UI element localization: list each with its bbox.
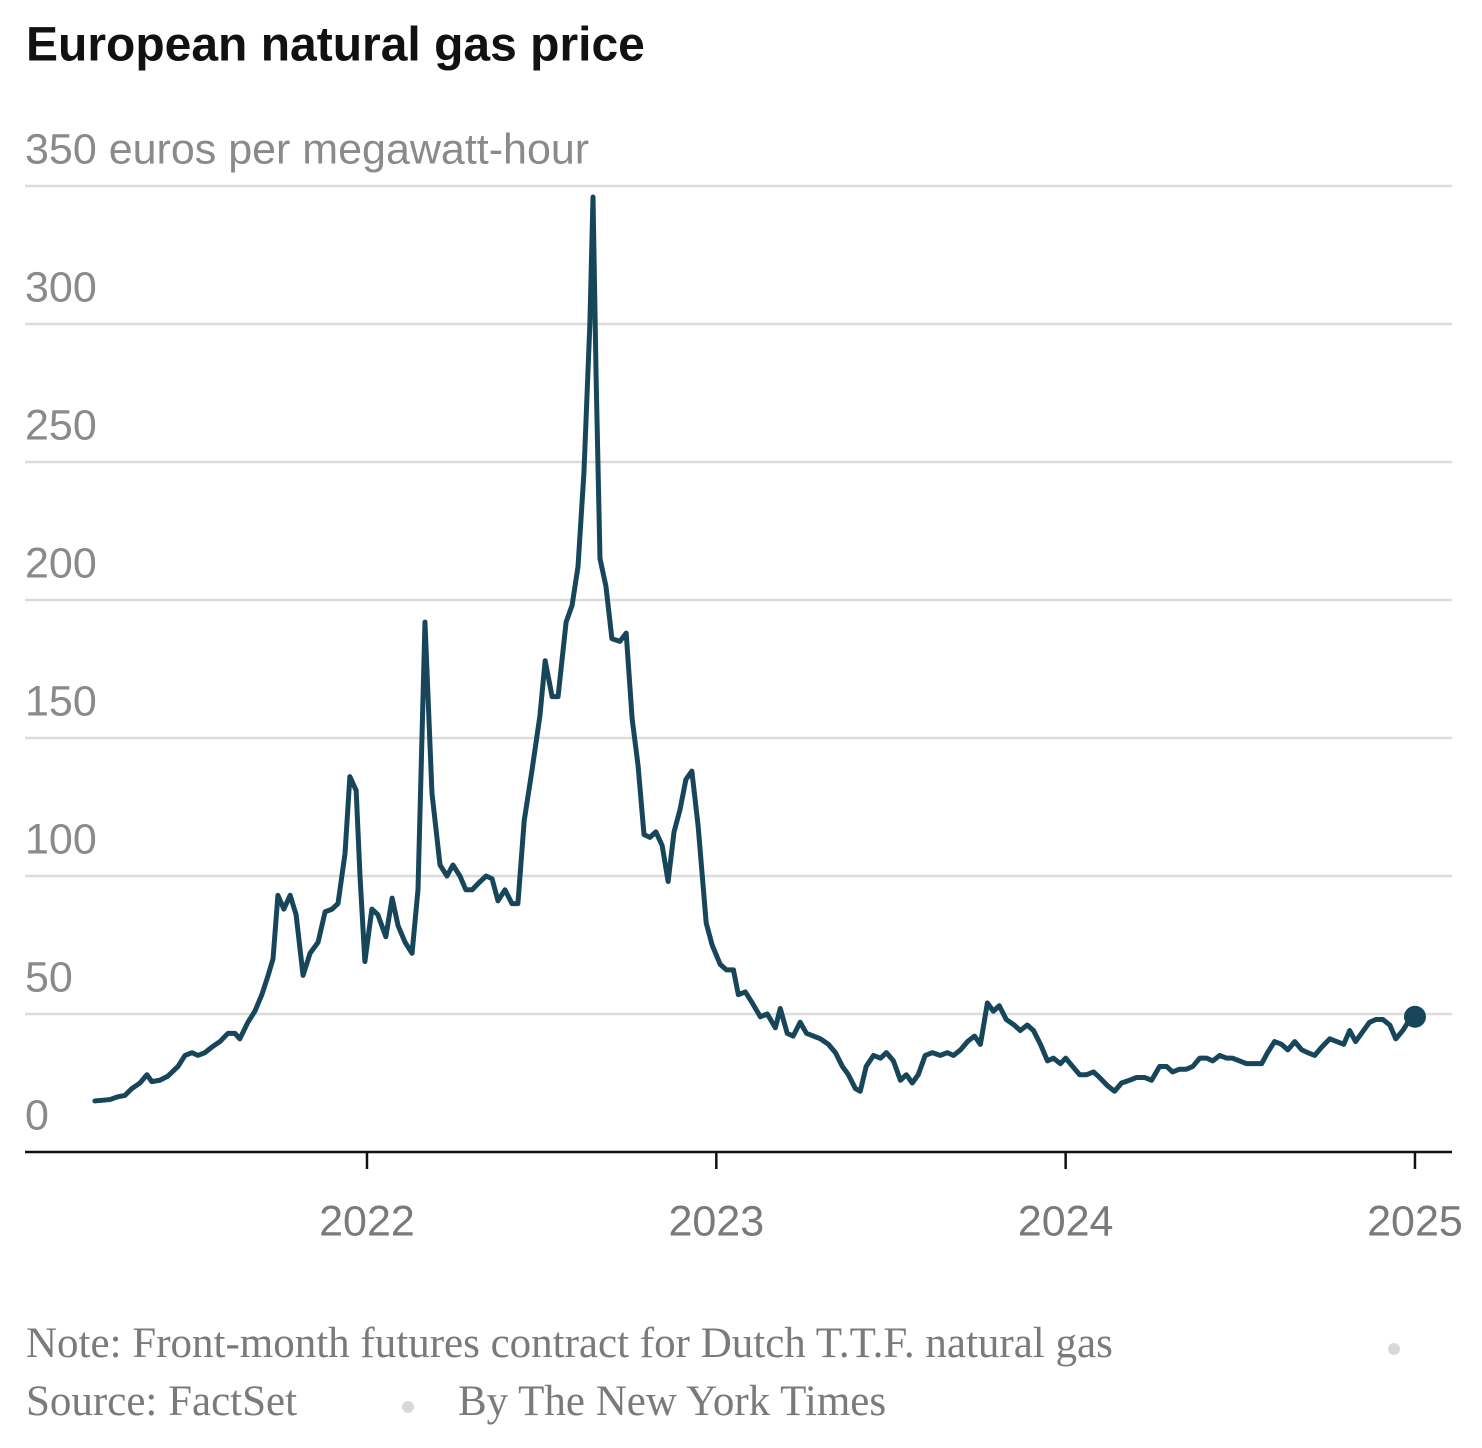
y-tick-label: 50 bbox=[25, 953, 73, 1001]
x-tick-label: 2024 bbox=[1018, 1197, 1114, 1245]
y-tick-label: 200 bbox=[25, 539, 97, 587]
price-line bbox=[92, 194, 1418, 1104]
y-tick-label: 300 bbox=[25, 263, 97, 311]
y-tick-label: 350 euros per megawatt-hour bbox=[25, 125, 589, 173]
y-tick-label: 250 bbox=[25, 401, 97, 449]
separator bbox=[1388, 1343, 1400, 1355]
note: Note: Front-month futures contract for D… bbox=[26, 1320, 1113, 1367]
x-tick-label: 2023 bbox=[668, 1197, 764, 1245]
source: Source: FactSet bbox=[26, 1378, 297, 1425]
y-tick-label: 0 bbox=[25, 1091, 49, 1139]
credit: By The New York Times bbox=[458, 1378, 886, 1425]
y-tick-label: 150 bbox=[25, 677, 97, 725]
separator bbox=[402, 1401, 414, 1413]
x-tick-label: 2025 bbox=[1367, 1197, 1463, 1245]
x-tick-label: 2022 bbox=[319, 1197, 415, 1245]
end-point bbox=[1403, 1005, 1426, 1028]
chart-title: European natural gas price bbox=[26, 19, 645, 72]
y-tick-label: 100 bbox=[25, 815, 97, 863]
